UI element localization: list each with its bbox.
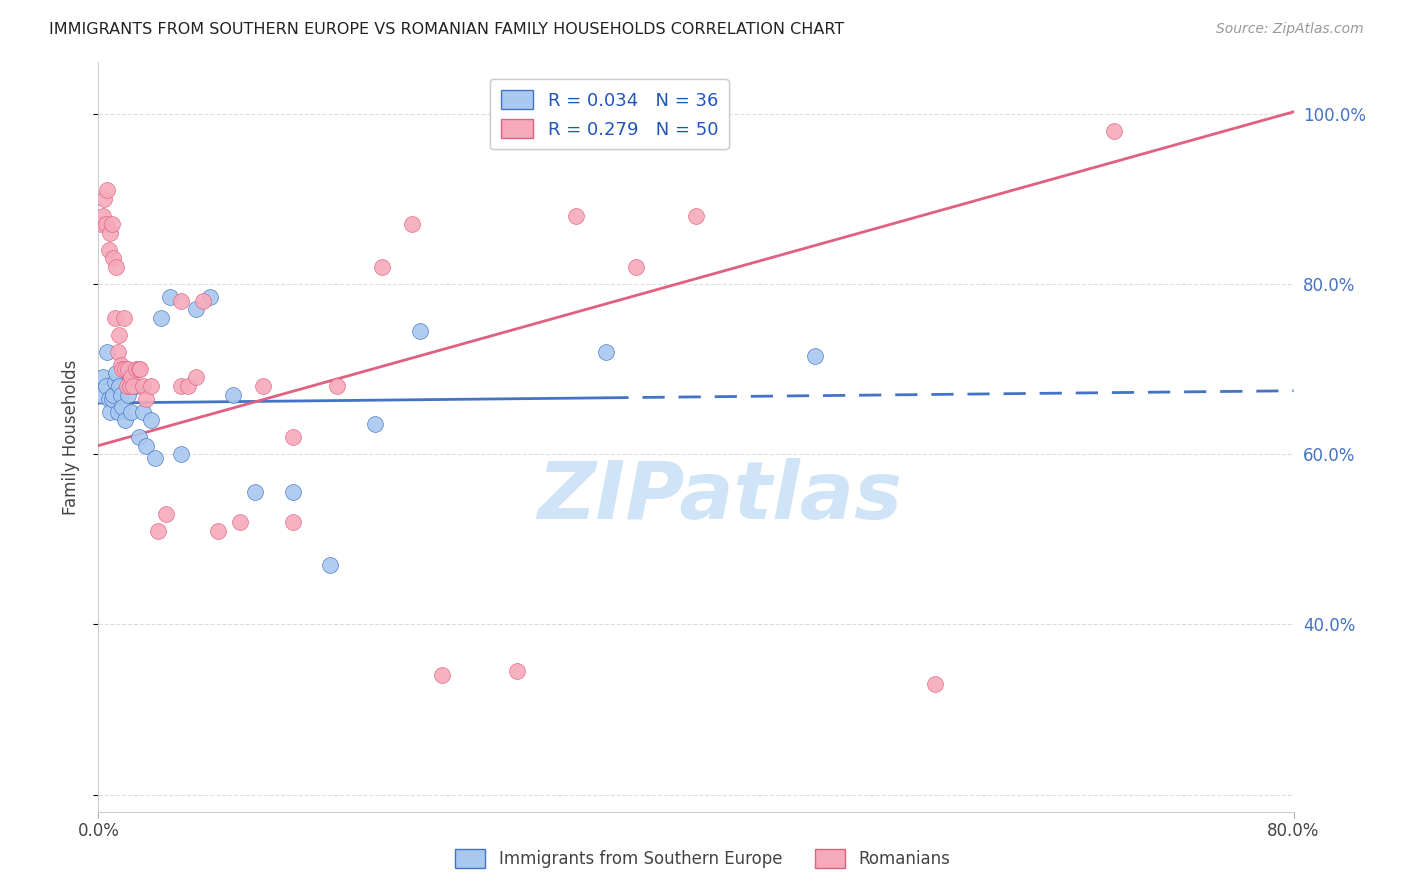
Point <box>207 524 229 538</box>
Point <box>281 485 304 500</box>
Point <box>118 379 141 393</box>
Point <box>107 345 129 359</box>
Point <box>229 515 252 529</box>
Point <box>132 379 155 393</box>
Point <box>97 243 120 257</box>
Point <box>139 379 162 393</box>
Point <box>159 289 181 303</box>
Text: IMMIGRANTS FROM SOUTHERN EUROPE VS ROMANIAN FAMILY HOUSEHOLDS CORRELATION CHART: IMMIGRANTS FROM SOUTHERN EUROPE VS ROMAN… <box>49 22 845 37</box>
Point <box>155 507 177 521</box>
Point <box>135 392 157 406</box>
Point <box>108 379 131 393</box>
Point <box>117 362 139 376</box>
Point <box>128 430 150 444</box>
Point <box>143 451 166 466</box>
Point <box>128 362 150 376</box>
Legend: R = 0.034   N = 36, R = 0.279   N = 50: R = 0.034 N = 36, R = 0.279 N = 50 <box>489 79 728 150</box>
Point <box>148 524 170 538</box>
Point <box>371 260 394 274</box>
Point <box>169 293 191 308</box>
Point <box>595 345 617 359</box>
Point <box>245 485 267 500</box>
Point <box>129 362 152 376</box>
Point <box>319 558 342 572</box>
Point <box>101 217 124 231</box>
Text: Source: ZipAtlas.com: Source: ZipAtlas.com <box>1216 22 1364 37</box>
Point <box>96 183 118 197</box>
Point <box>110 387 132 401</box>
Point <box>1104 123 1126 137</box>
Point <box>105 260 128 274</box>
Point <box>135 439 157 453</box>
Point <box>94 217 117 231</box>
Point <box>91 209 114 223</box>
Point <box>115 379 138 393</box>
Point <box>252 379 274 393</box>
Point <box>125 379 148 393</box>
Point <box>222 387 245 401</box>
Point <box>108 327 131 342</box>
Point <box>169 447 191 461</box>
Point <box>98 226 122 240</box>
Point <box>565 209 588 223</box>
Point <box>326 379 349 393</box>
Point <box>105 366 128 380</box>
Point <box>103 252 125 266</box>
Point <box>281 515 304 529</box>
Point <box>97 392 120 406</box>
Point <box>125 362 148 376</box>
Point <box>93 192 115 206</box>
Point <box>120 370 142 384</box>
Point <box>924 677 946 691</box>
Point <box>114 413 136 427</box>
Point <box>184 370 207 384</box>
Point <box>191 293 214 308</box>
Point <box>90 387 112 401</box>
Point <box>111 362 134 376</box>
Point <box>104 310 127 325</box>
Point <box>94 379 117 393</box>
Point <box>506 664 529 679</box>
Point <box>364 417 387 432</box>
Point <box>112 310 135 325</box>
Legend: Immigrants from Southern Europe, Romanians: Immigrants from Southern Europe, Romania… <box>449 843 957 875</box>
Point <box>91 370 114 384</box>
Point <box>98 404 122 418</box>
Point <box>281 430 304 444</box>
Point <box>150 310 173 325</box>
Y-axis label: Family Households: Family Households <box>62 359 80 515</box>
Point <box>804 349 827 363</box>
Point <box>101 392 124 406</box>
Point <box>111 401 134 415</box>
Point <box>90 217 112 231</box>
Point <box>626 260 648 274</box>
Point <box>110 358 132 372</box>
Point <box>430 668 453 682</box>
Point <box>117 387 139 401</box>
Point <box>401 217 423 231</box>
Text: ZIPatlas: ZIPatlas <box>537 458 903 536</box>
Point <box>132 404 155 418</box>
Point <box>96 345 118 359</box>
Point <box>408 324 430 338</box>
Point <box>139 413 162 427</box>
Point <box>107 404 129 418</box>
Point <box>184 302 207 317</box>
Point <box>114 362 136 376</box>
Point <box>103 387 125 401</box>
Point <box>121 379 143 393</box>
Point <box>104 375 127 389</box>
Point <box>169 379 191 393</box>
Point <box>200 289 222 303</box>
Point <box>685 209 707 223</box>
Point <box>177 379 200 393</box>
Point <box>120 404 142 418</box>
